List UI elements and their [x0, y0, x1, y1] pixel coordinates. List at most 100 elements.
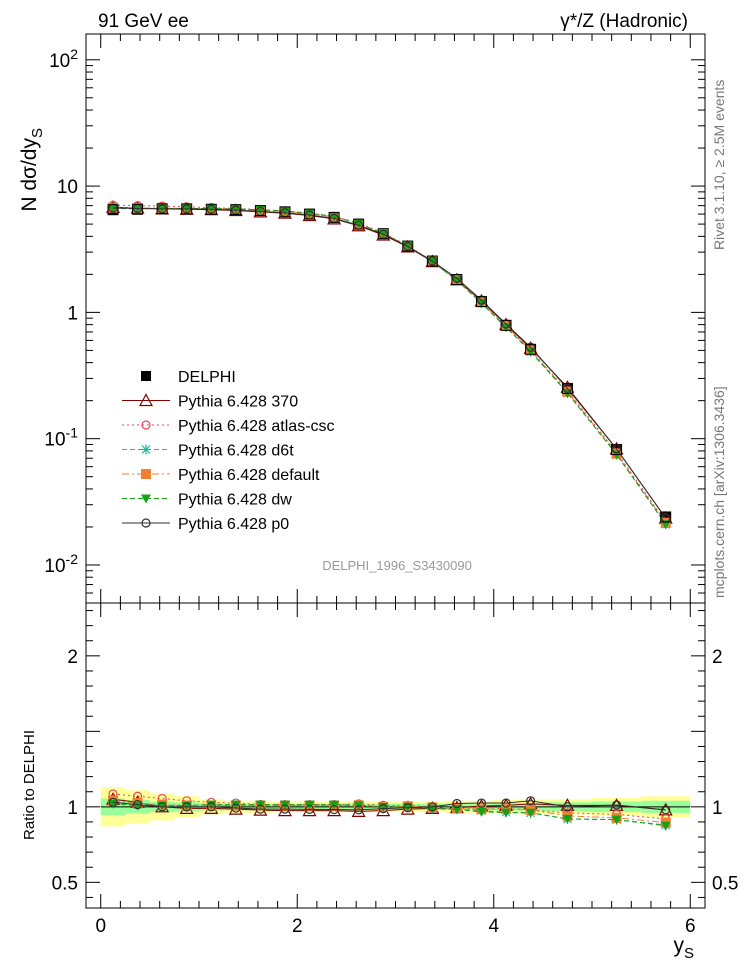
legend-label: Pythia 6.428 dw — [178, 492, 292, 509]
data-point-outline — [500, 319, 512, 331]
watermark: DELPHI_1996_S3430090 — [322, 558, 472, 573]
data-point-outline — [107, 204, 119, 216]
ratio-point — [132, 799, 143, 810]
ratio-point — [427, 802, 437, 812]
ratio-line — [112, 800, 666, 811]
data-point — [206, 204, 216, 214]
ratio-point — [525, 796, 536, 806]
y-tick-label-right: 2 — [712, 647, 723, 668]
ratio-frame — [85, 602, 706, 909]
ratio-point — [182, 802, 192, 812]
ratio-point — [476, 807, 487, 817]
ratio-point — [451, 805, 462, 815]
series-6 — [108, 203, 671, 523]
data-point-outline — [660, 511, 672, 523]
x-axis-label: yS — [673, 934, 694, 962]
legend-marker — [138, 393, 154, 407]
ratio-point — [501, 808, 512, 818]
ratio-point — [255, 804, 266, 814]
data-point-outline — [475, 295, 487, 307]
data-point-outline — [426, 255, 438, 267]
ratio-point — [661, 805, 671, 815]
data-point — [108, 204, 119, 214]
legend-marker — [141, 420, 151, 430]
x-tick-label: 6 — [685, 916, 696, 937]
data-point — [132, 204, 143, 214]
rivet-label: Rivet 3.1.10, ≥ 2.5M events — [711, 80, 727, 250]
data-point — [451, 276, 462, 286]
delphi-overlay — [107, 203, 672, 523]
ratio-point — [611, 815, 622, 825]
data-point — [660, 511, 671, 522]
ratio-point — [157, 802, 167, 812]
data-point — [403, 241, 413, 251]
legend-entry: Pythia 6.428 atlas-csc — [122, 418, 335, 435]
ratio-point — [660, 821, 671, 831]
data-point-outline — [451, 274, 463, 286]
legend: DELPHI Pythia 6.428 370 Pythia 6.428 atlas… — [122, 369, 335, 533]
ratio-plot-panel: 0.5 0.5 1 1 2 2 0 2 4 6 Ratio to DELPHI yS — [21, 602, 738, 962]
legend-entry: Pythia 6.428 370 — [122, 393, 298, 411]
ratio-series-5 — [108, 796, 671, 815]
data-point-outline — [611, 444, 623, 456]
data-point — [427, 256, 437, 266]
ratio-point — [206, 802, 216, 812]
data-point — [182, 204, 192, 214]
ratio-point — [611, 800, 622, 810]
ratio-point — [108, 797, 118, 807]
ratio-point — [501, 798, 511, 808]
ratio-point — [562, 802, 573, 812]
series-line — [113, 207, 667, 519]
series-line — [113, 207, 667, 525]
ratio-point — [525, 808, 536, 818]
legend-label: Pythia 6.428 370 — [178, 394, 298, 411]
y-tick-label: 1 — [67, 798, 78, 819]
data-point — [562, 383, 573, 394]
data-point-outline — [230, 204, 242, 216]
ratio-point — [329, 804, 339, 815]
data-point-outline — [304, 208, 316, 220]
data-point-outline — [353, 218, 365, 230]
legend-label: Pythia 6.428 atlas-csc — [178, 418, 335, 435]
data-point — [525, 342, 536, 352]
ratio-point — [206, 800, 217, 810]
header-left: 91 GeV ee — [98, 11, 189, 32]
legend-entry: Pythia 6.428 d6t — [122, 443, 294, 460]
y-tick-label: 1 — [67, 303, 78, 324]
data-point-outline — [254, 205, 266, 217]
legend-marker — [141, 518, 151, 528]
y-tick-label: 10-1 — [44, 425, 78, 451]
main-plot-panel: 10-2 10-1 1 10 102 N dσ/dyS — [18, 33, 706, 604]
ratio-point — [452, 798, 462, 809]
y-tick-label: 10-2 — [44, 551, 78, 577]
legend-label: Pythia 6.428 p0 — [178, 516, 289, 533]
ratio-point — [378, 804, 388, 814]
data-point — [231, 205, 241, 215]
mcplots-label: mcplots.cern.ch [arXiv:1306.3436] — [711, 386, 727, 598]
legend-entry: DELPHI — [141, 369, 236, 386]
data-point — [108, 203, 118, 213]
data-point — [660, 520, 671, 530]
data-point-outline — [328, 211, 340, 223]
data-point-outline — [402, 240, 414, 252]
legend-entry: Pythia 6.428 default — [122, 467, 320, 484]
x-tick-label: 4 — [488, 916, 499, 937]
legend-entry: Pythia 6.428 dw — [122, 492, 292, 509]
y-tick-label-right: 1 — [712, 798, 723, 819]
x-tick-label: 2 — [292, 916, 303, 937]
legend-label: DELPHI — [178, 369, 236, 386]
ratio-point — [231, 803, 241, 813]
data-point-outline — [205, 203, 217, 215]
legend-marker — [141, 444, 151, 455]
ratio-point — [280, 804, 290, 814]
header-right: γ*/Z (Hadronic) — [560, 11, 688, 32]
y-tick-label-right: 0.5 — [712, 873, 738, 894]
ratio-line — [112, 803, 666, 827]
y-tick-label: 10 — [57, 177, 78, 198]
ratio-point — [562, 814, 573, 824]
legend-marker — [141, 469, 151, 479]
ratio-point — [304, 804, 315, 815]
ratio-point — [476, 798, 487, 808]
data-point — [157, 204, 167, 214]
ratio-line — [112, 798, 666, 812]
